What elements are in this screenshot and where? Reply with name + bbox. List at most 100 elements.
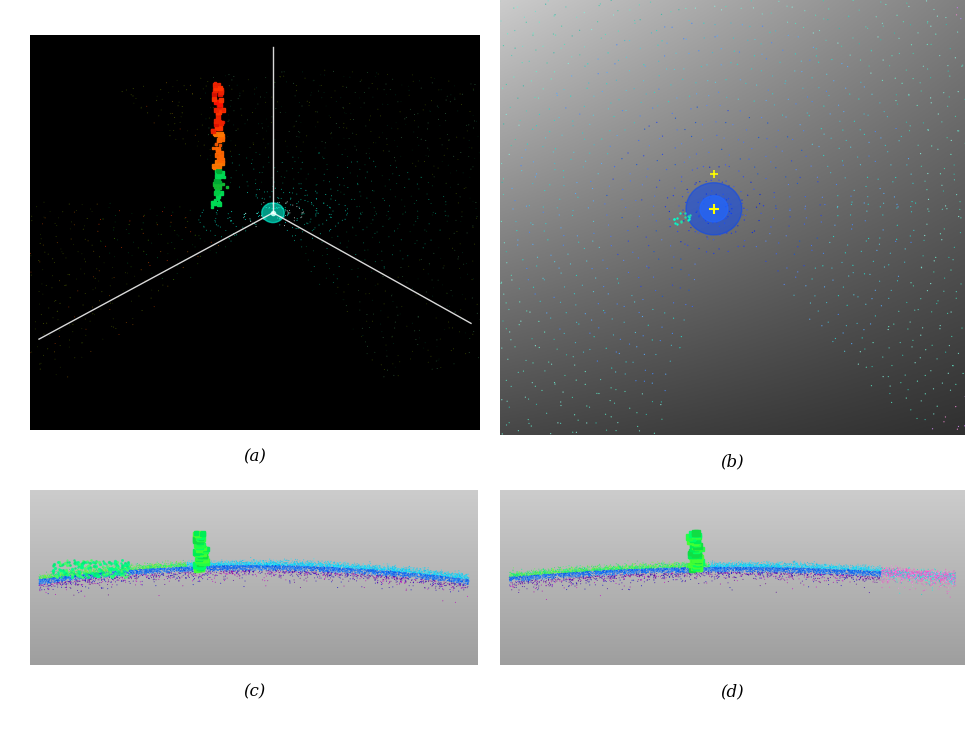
Point bbox=[271, 213, 287, 225]
Point bbox=[391, 572, 407, 584]
Point bbox=[950, 85, 965, 97]
Point bbox=[447, 569, 462, 581]
Point bbox=[364, 565, 380, 577]
Point bbox=[697, 570, 712, 582]
Point bbox=[395, 566, 411, 578]
Point bbox=[563, 566, 578, 578]
Point bbox=[535, 565, 550, 577]
Point bbox=[595, 565, 610, 577]
Point bbox=[249, 556, 265, 568]
Point bbox=[665, 564, 680, 576]
Point bbox=[236, 558, 252, 570]
Point bbox=[860, 565, 875, 577]
Point bbox=[390, 350, 405, 362]
Point bbox=[532, 570, 547, 582]
Point bbox=[138, 565, 153, 577]
Point bbox=[49, 581, 65, 593]
Point bbox=[506, 568, 521, 580]
Point bbox=[16, 259, 32, 271]
Point bbox=[337, 565, 353, 577]
Point bbox=[735, 562, 751, 574]
Point bbox=[571, 565, 586, 577]
Point bbox=[864, 337, 880, 348]
Point bbox=[774, 571, 790, 583]
Point bbox=[266, 559, 282, 571]
Point bbox=[459, 582, 475, 594]
Point bbox=[664, 108, 679, 120]
Point bbox=[528, 570, 544, 582]
Point bbox=[627, 562, 642, 574]
Point bbox=[708, 562, 724, 574]
Point bbox=[299, 189, 315, 201]
Point bbox=[691, 242, 706, 254]
Point bbox=[566, 570, 581, 582]
Point bbox=[168, 558, 183, 570]
Point bbox=[185, 565, 201, 577]
Point bbox=[719, 565, 735, 577]
Point bbox=[181, 563, 197, 575]
Point bbox=[326, 563, 341, 575]
Point bbox=[155, 562, 171, 574]
Point bbox=[195, 564, 210, 576]
Point bbox=[507, 171, 522, 183]
Point bbox=[529, 251, 545, 263]
Point bbox=[660, 565, 675, 577]
Point bbox=[803, 239, 819, 251]
Point bbox=[614, 508, 630, 520]
Point bbox=[515, 573, 530, 585]
Point bbox=[101, 576, 116, 588]
Point bbox=[831, 570, 847, 582]
Point bbox=[779, 131, 795, 143]
Point bbox=[409, 573, 424, 585]
Point bbox=[939, 100, 954, 112]
Point bbox=[841, 88, 857, 100]
Point bbox=[78, 565, 93, 577]
Point bbox=[860, 568, 876, 580]
Point bbox=[272, 562, 288, 574]
Point bbox=[492, 192, 508, 204]
Point bbox=[561, 568, 577, 580]
Point bbox=[160, 566, 175, 578]
Point bbox=[385, 565, 400, 577]
Point bbox=[884, 565, 899, 577]
Point bbox=[538, 96, 553, 108]
Point bbox=[598, 343, 613, 354]
Point bbox=[618, 476, 634, 487]
Point bbox=[610, 565, 625, 577]
Point bbox=[638, 559, 653, 571]
Point bbox=[735, 561, 750, 573]
Point bbox=[131, 571, 146, 583]
Point bbox=[452, 343, 467, 354]
Point bbox=[364, 566, 380, 578]
Point bbox=[75, 570, 90, 582]
Point bbox=[826, 561, 841, 573]
Point bbox=[238, 562, 254, 574]
Point bbox=[562, 252, 578, 264]
Point bbox=[413, 571, 428, 583]
Point bbox=[171, 562, 186, 574]
Point bbox=[316, 568, 331, 580]
Point bbox=[545, 565, 560, 577]
Point bbox=[884, 50, 899, 62]
Point bbox=[690, 560, 705, 572]
Point bbox=[49, 577, 65, 589]
Point bbox=[321, 562, 336, 574]
Point bbox=[429, 568, 445, 580]
Point bbox=[332, 562, 348, 574]
Point bbox=[939, 576, 954, 588]
Point bbox=[885, 565, 900, 577]
Point bbox=[608, 565, 623, 577]
Point bbox=[361, 565, 377, 577]
Point bbox=[695, 562, 710, 574]
Point bbox=[909, 565, 924, 577]
Point bbox=[848, 562, 863, 574]
Point bbox=[275, 566, 291, 578]
Point bbox=[552, 569, 568, 581]
Point bbox=[433, 571, 449, 583]
Point bbox=[392, 571, 408, 583]
Point bbox=[917, 569, 932, 581]
Point bbox=[522, 293, 538, 305]
Point bbox=[655, 558, 671, 570]
Point bbox=[681, 568, 697, 580]
Point bbox=[726, 561, 741, 573]
